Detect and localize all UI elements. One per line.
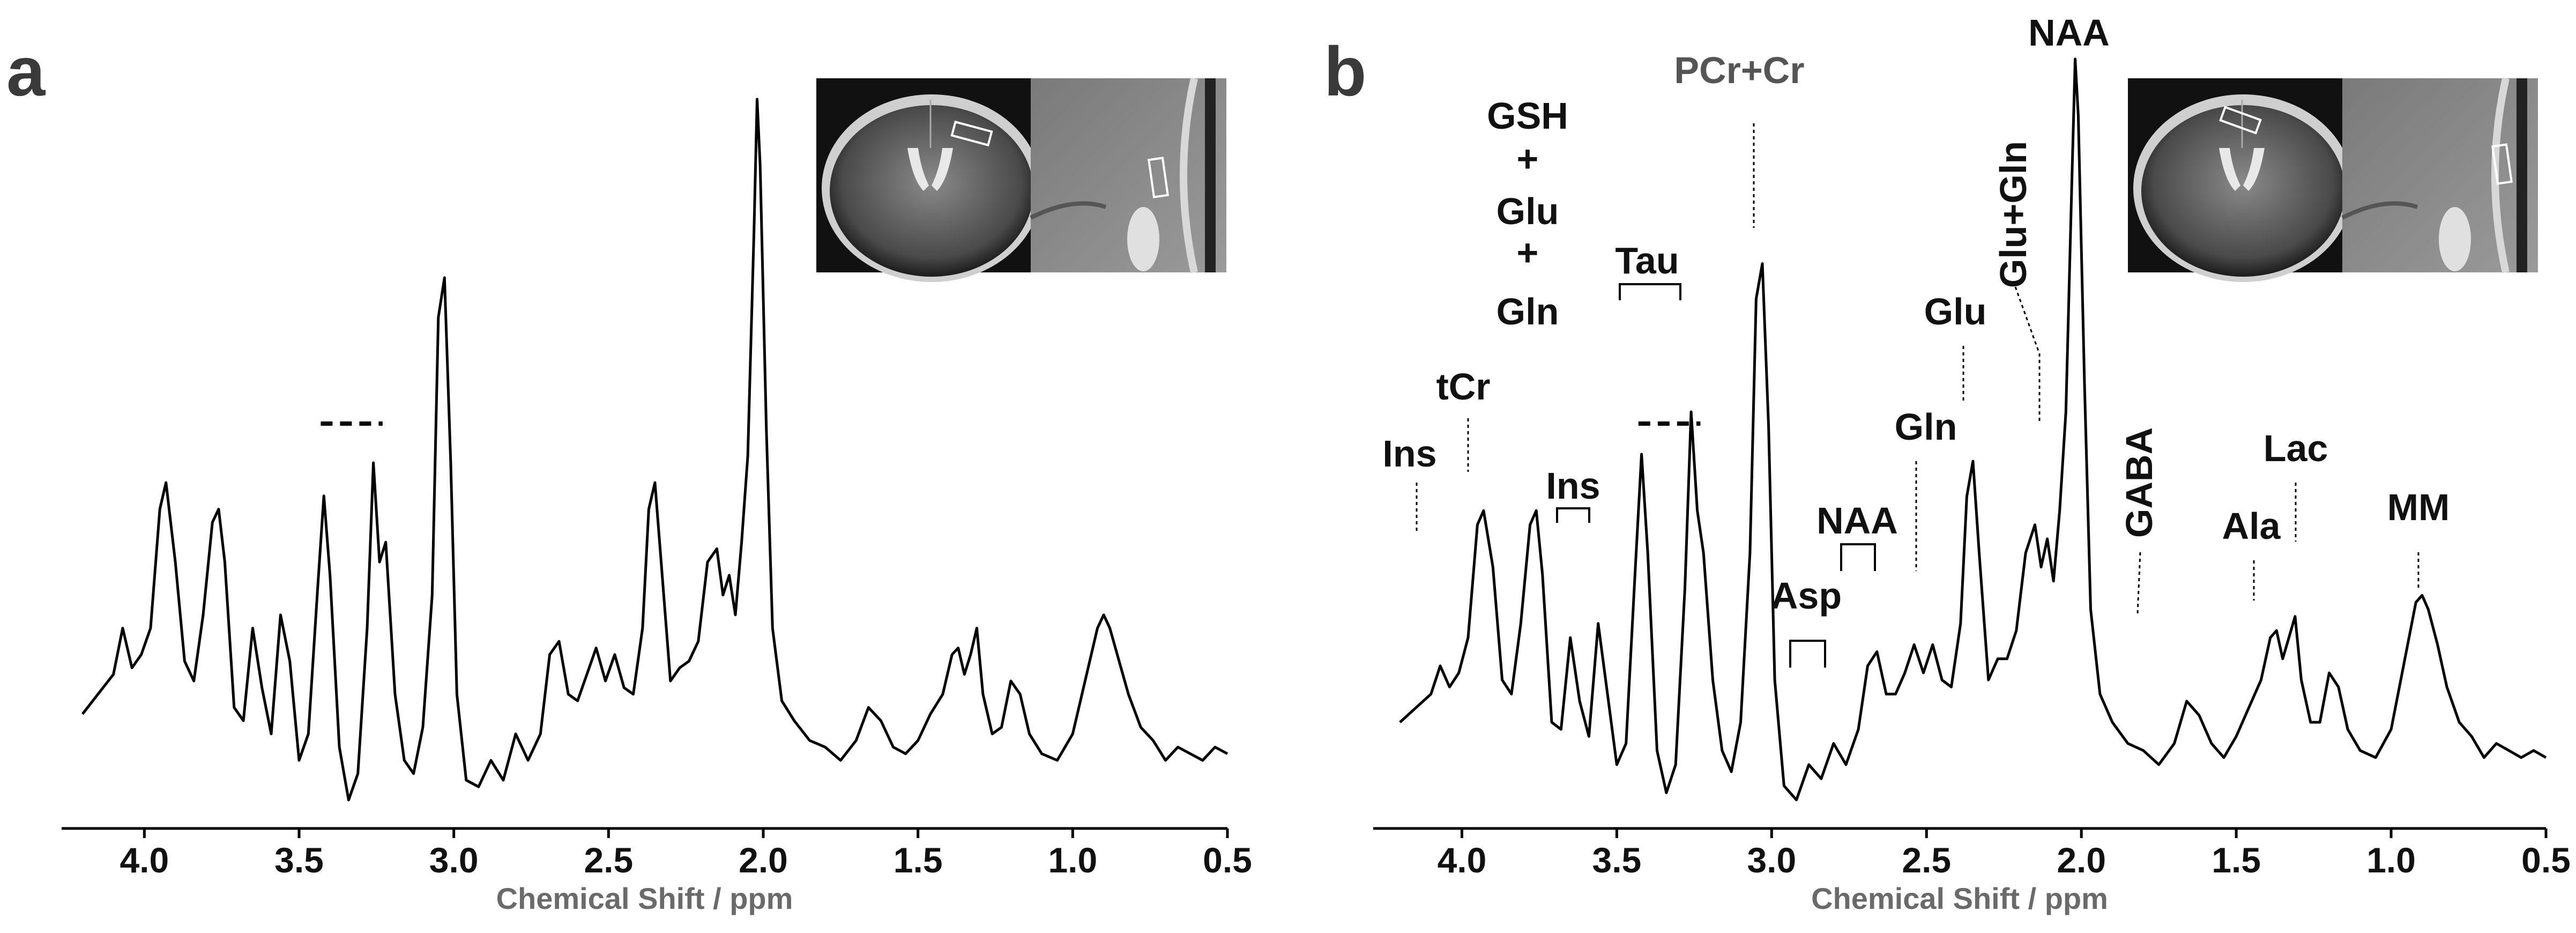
peak-bracket [1556,507,1590,523]
peak-label: + [1517,232,1539,273]
mri-inset-image [2128,77,2538,282]
peak-label: PCr+Cr [1674,49,1804,91]
x-axis-title: Chemical Shift / ppm [496,882,793,915]
spectrum-line [1399,57,2547,802]
x-tick-label: 2.0 [2057,840,2106,880]
peak-label: tCr [1436,366,1490,408]
panel-letter: b [1324,32,1366,110]
peak-label: GABA [2118,427,2160,538]
x-tick-label: 2.0 [739,840,788,880]
peak-label: NAA [2028,12,2110,54]
peak-lead-line [2136,552,2141,614]
peak-label: Glu [1497,190,1559,232]
peak-label: Asp [1771,575,1842,617]
peak-label: Ins [1546,465,1600,507]
peak-label: + [1517,138,1539,180]
x-axis-title: Chemical Shift / ppm [1811,882,2108,915]
x-tick-label: 4.0 [120,840,169,880]
spectrum-line [81,98,1229,802]
peak-label: Lac [2264,427,2328,469]
peak-label: NAA [1816,500,1898,542]
panel-a: a 4.0 3.5 3.0 2.5 2.0 1.5 1.0 0.5 Chemical Shift … [6,32,1252,915]
peak-label: Ins [1382,433,1436,475]
peak-label: Ala [2222,505,2281,547]
x-tick-label: 0.5 [2521,840,2571,880]
x-tick-label: 3.5 [274,840,324,880]
x-tick-label: 2.5 [1902,840,1951,880]
peak-lead-line [2014,286,2041,424]
peak-bracket [1619,283,1681,300]
peak-label: Gln [1497,291,1559,332]
panel-b: b 4.0 3.5 3.0 2.5 2.0 1.5 1.0 0.5 Chemical Shift … [1324,12,2571,915]
x-tick-label: 3.5 [1592,840,1642,880]
peak-label: MM [2387,486,2450,528]
x-tick-label: 1.5 [2212,840,2261,880]
x-tick-label: 2.5 [584,840,633,880]
x-tick-label: 4.0 [1438,840,1487,880]
peak-label: Glu [1924,291,1987,332]
x-tick-label: 1.0 [1048,840,1097,880]
peak-bracket [1840,543,1876,571]
peak-label: Gln [1895,406,1957,448]
peak-label: Glu+Gln [1992,141,2034,288]
peak-bracket [1789,640,1826,668]
x-tick-label: 0.5 [1203,840,1252,880]
peak-label: Tau [1615,240,1679,282]
panel-letter: a [6,32,46,110]
peak-label: GSH [1487,95,1568,137]
x-tick-label: 3.0 [1747,840,1796,880]
mri-inset-image [816,77,1226,282]
x-tick-label: 1.5 [894,840,943,880]
x-tick-label: 1.0 [2366,840,2416,880]
x-tick-label: 3.0 [429,840,479,880]
